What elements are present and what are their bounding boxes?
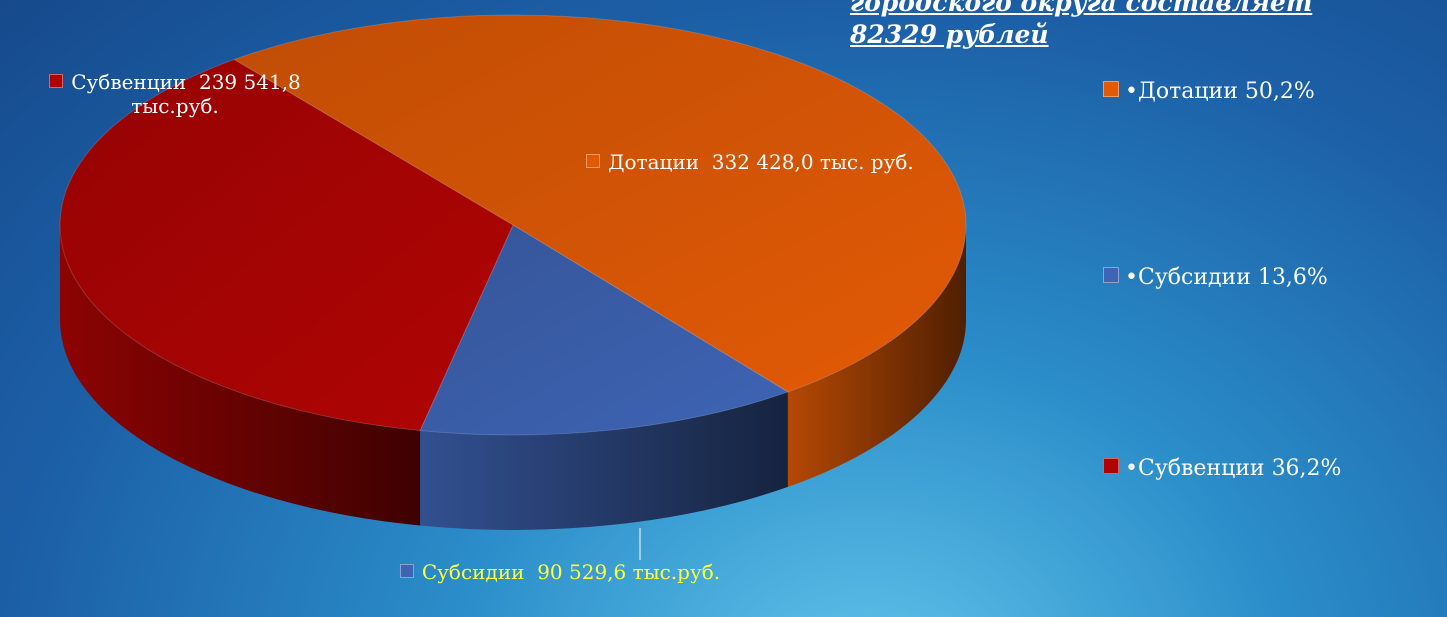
legend-item: •Дотации 50,2%: [1103, 79, 1315, 104]
category-name: Субсидии: [421, 560, 525, 584]
legend-percent: 50,2%: [1244, 79, 1315, 104]
legend-percent: 13,6%: [1257, 265, 1328, 290]
slice: [59, 58, 514, 432]
value-label: 90 529,6 тыс.руб.: [537, 560, 721, 584]
data-label: Субсидии 90 529,6 тыс.руб.: [380, 560, 740, 584]
legend-percent: 36,2%: [1271, 456, 1342, 481]
legend-marker: [1103, 81, 1119, 97]
value-label: 239 541,8 тыс.руб.: [131, 70, 301, 118]
category-name: Дотации: [608, 150, 700, 174]
legend-marker: [49, 74, 64, 88]
legend-item: •Субвенции 36,2%: [1103, 456, 1341, 481]
data-label: Субвенции 239 541,8 тыс.руб.: [10, 70, 340, 118]
slice: [419, 224, 790, 436]
legend-marker: [586, 154, 601, 168]
legend-name: Субсидии: [1137, 265, 1251, 290]
legend-marker: [399, 564, 414, 578]
legend-item: •Субсидии 13,6%: [1103, 265, 1328, 290]
slice-side: [60, 225, 421, 526]
category-name: Субвенции: [71, 70, 187, 94]
title-line: 82329 рублей: [850, 20, 1049, 49]
title-line: городского округа составляет: [850, 0, 1313, 17]
legend-name: Субвенции: [1137, 456, 1265, 481]
legend-name: Дотации: [1137, 79, 1238, 104]
slice: [232, 14, 967, 393]
legend-marker: [1103, 267, 1119, 283]
slice-side: [420, 391, 788, 530]
slice-side: [787, 225, 966, 487]
value-label: 332 428,0 тыс. руб.: [711, 150, 914, 174]
legend-marker: [1103, 458, 1119, 474]
data-label: Дотации 332 428,0 тыс. руб.: [560, 150, 940, 174]
